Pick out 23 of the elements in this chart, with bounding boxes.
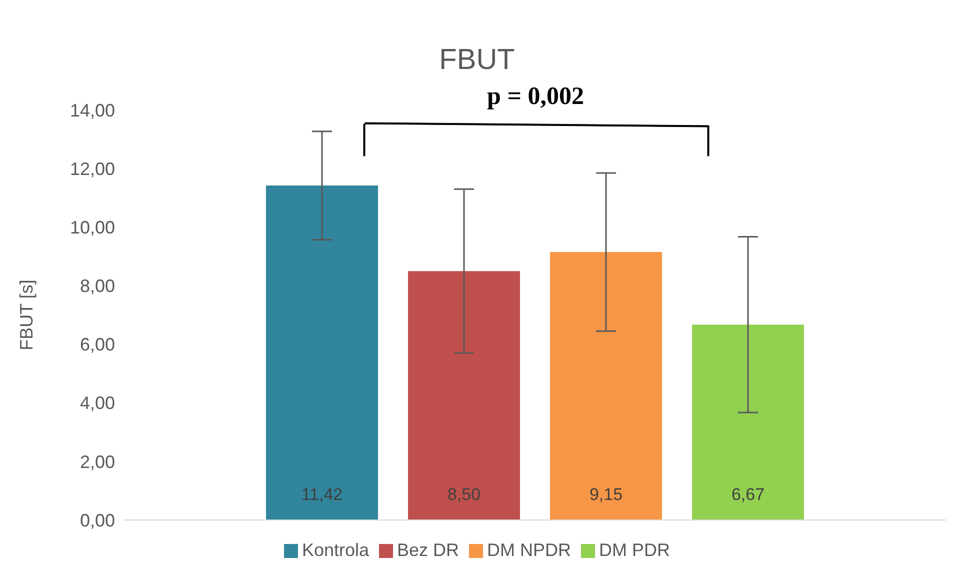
data-label: 9,15 — [589, 485, 623, 504]
legend-label: Kontrola — [302, 540, 370, 560]
y-tick-label: 4,00 — [80, 393, 115, 414]
bar — [266, 186, 378, 520]
data-label: 6,67 — [731, 485, 765, 504]
y-tick-label: 12,00 — [70, 158, 115, 179]
y-tick-label: 10,00 — [70, 218, 115, 238]
legend-label: DM NPDR — [487, 540, 572, 560]
y-tick-label: 2,00 — [80, 452, 115, 472]
legend-label: DM PDR — [599, 540, 670, 560]
bar — [550, 252, 662, 520]
chart-title: FBUT — [438, 44, 516, 77]
y-axis-title: FBUT [s] — [16, 280, 36, 350]
data-label: 11,42 — [301, 485, 343, 504]
bar — [692, 324, 804, 520]
data-label: 8,50 — [447, 485, 481, 504]
y-tick-label: 14,00 — [70, 100, 115, 120]
y-tick-label: 8,00 — [80, 276, 115, 296]
legend-label: Bez DR — [397, 540, 460, 560]
bar — [408, 271, 520, 520]
y-tick-label: 6,00 — [80, 334, 115, 355]
text: p = 0,002 — [487, 83, 584, 110]
y-tick-label: 0,00 — [80, 510, 115, 530]
